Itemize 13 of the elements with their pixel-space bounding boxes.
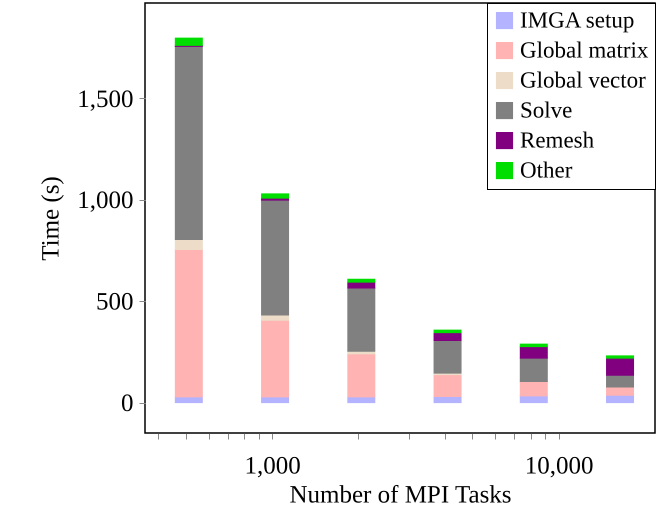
legend-label: Global matrix	[520, 38, 649, 62]
legend-label: Solve	[520, 98, 572, 122]
y-tick-label: 0	[121, 390, 134, 418]
y-tick-label: 1,000	[77, 187, 134, 214]
legend-label: Other	[520, 158, 573, 182]
legend-label: Remesh	[520, 128, 595, 152]
y-axis-title: Time (s)	[37, 176, 64, 261]
legend-label: Global vector	[520, 68, 646, 92]
legend-label: IMGA setup	[520, 8, 634, 32]
y-tick-label: 1,500	[77, 86, 134, 113]
x-axis-title: Number of MPI Tasks	[289, 482, 512, 508]
y-tick-label: 500	[96, 288, 134, 316]
x-tick-label: 10,000	[524, 452, 594, 480]
